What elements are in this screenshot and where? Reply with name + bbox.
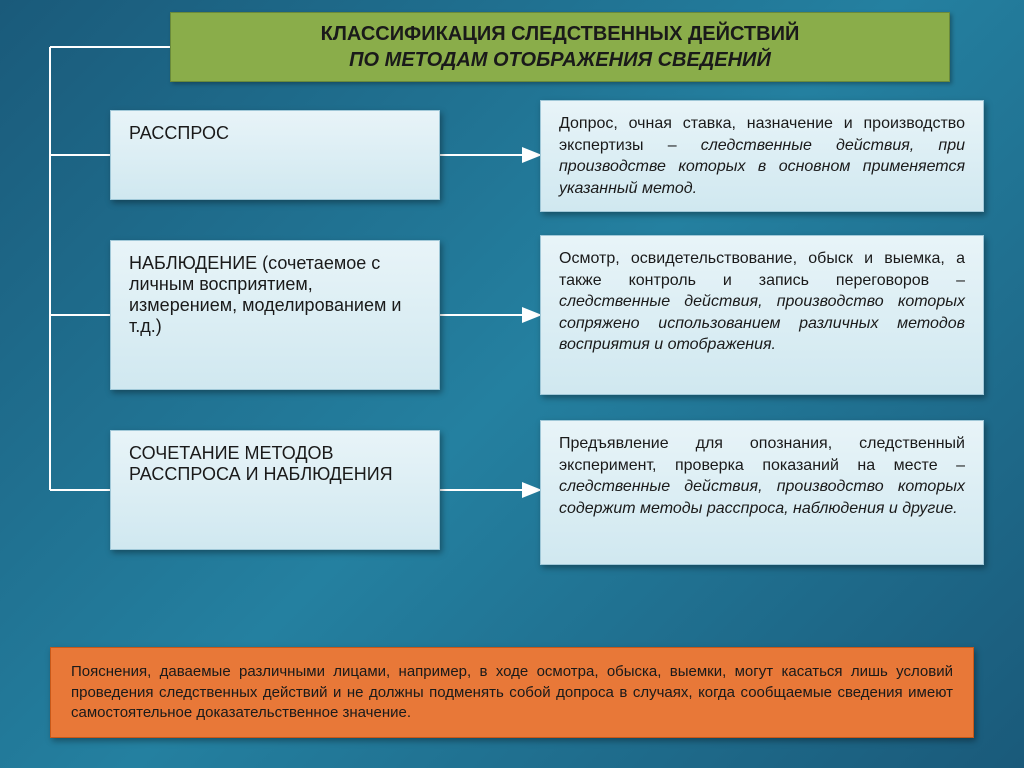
desc-emph: следственные действия, производство кото… <box>559 293 965 353</box>
title-box: КЛАССИФИКАЦИЯ СЛЕДСТВЕННЫХ ДЕЙСТВИЙ ПО М… <box>170 12 950 82</box>
footer-text: Пояснения, даваемые различными лицами, н… <box>71 663 953 721</box>
desc-box-observation: Осмотр, освидетельствование, обыск и вые… <box>540 235 984 395</box>
footer-note: Пояснения, даваемые различными лицами, н… <box>50 647 974 738</box>
method-label: РАССПРОС <box>129 123 229 143</box>
method-box-combination: СОЧЕТАНИЕ МЕТОДОВ РАССПРОСА И НАБЛЮДЕНИЯ <box>110 430 440 550</box>
title-line2: ПО МЕТОДАМ ОТОБРАЖЕНИЯ СВЕДЕНИЙ <box>349 47 771 73</box>
desc-plain: Осмотр, освидетельствование, обыск и вые… <box>559 250 965 289</box>
desc-emph: следственные действия, производство кото… <box>559 478 965 517</box>
desc-plain: Предъявление для опознания, следственный… <box>559 435 965 474</box>
desc-box-interrogation: Допрос, очная ставка, назначение и произ… <box>540 100 984 212</box>
method-label: НАБЛЮДЕНИЕ (сочетаемое с личным восприят… <box>129 253 401 336</box>
desc-box-combination: Предъявление для опознания, следственный… <box>540 420 984 565</box>
title-line1: КЛАССИФИКАЦИЯ СЛЕДСТВЕННЫХ ДЕЙСТВИЙ <box>321 21 800 47</box>
method-box-observation: НАБЛЮДЕНИЕ (сочетаемое с личным восприят… <box>110 240 440 390</box>
method-label: СОЧЕТАНИЕ МЕТОДОВ РАССПРОСА И НАБЛЮДЕНИЯ <box>129 443 393 484</box>
method-box-interrogation: РАССПРОС <box>110 110 440 200</box>
